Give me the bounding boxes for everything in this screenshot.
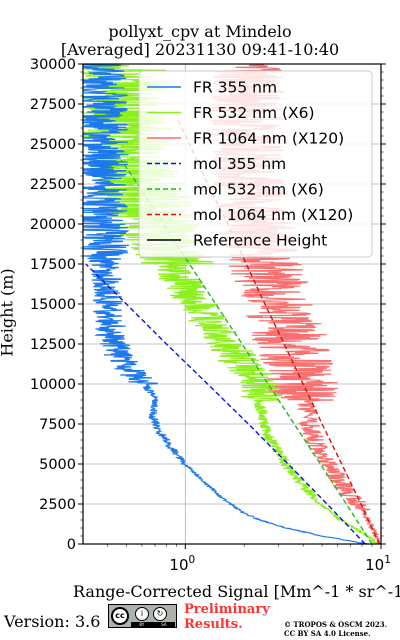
preliminary-line2: Results. xyxy=(184,617,243,632)
series-line xyxy=(177,119,380,544)
x-axis-label: Range-Corrected Signal [Mm^-1 * sr^-1] xyxy=(73,582,400,601)
license-bar: BY SA xyxy=(131,622,175,627)
version-label: Version: 3.6 xyxy=(4,612,101,631)
legend-label: FR 532 nm (X6) xyxy=(193,104,315,122)
cc-license-logo: cc i ↻ BY SA xyxy=(108,604,177,628)
x-tick-label: 101 xyxy=(365,554,391,574)
preliminary-note: Preliminary Results. xyxy=(184,602,270,632)
y-tick-label: 25000 xyxy=(30,137,76,153)
share-alike-icon: ↻ xyxy=(153,607,167,621)
legend-label: mol 355 nm xyxy=(193,155,286,173)
y-tick-label: 7500 xyxy=(39,417,76,433)
x-tick-label: 100 xyxy=(169,554,195,574)
legend-label: FR 1064 nm (X120) xyxy=(193,130,344,148)
y-tick-label: 27500 xyxy=(30,97,76,113)
license-sa: SA xyxy=(161,622,167,627)
legend: FR 355 nm FR 532 nm (X6) FR 1064 nm (X120)… xyxy=(138,70,373,258)
legend-label: mol 532 nm (X6) xyxy=(193,181,324,199)
y-tick-label: 5000 xyxy=(39,457,76,473)
attribution-icon: i xyxy=(135,607,149,621)
series-line xyxy=(83,64,369,544)
series-line xyxy=(85,263,366,544)
chart-title: pollyxt_cpv at Mindelo xyxy=(108,22,292,41)
legend-label: Reference Height xyxy=(193,232,327,250)
y-tick-label: 2500 xyxy=(39,497,76,513)
legend-box xyxy=(138,70,373,258)
y-tick-label: 20000 xyxy=(30,217,76,233)
x-axis: 100 101 xyxy=(107,544,391,574)
legend-label: FR 355 nm xyxy=(193,79,277,97)
y-tick-label: 30000 xyxy=(30,57,76,73)
y-tick-label: 0 xyxy=(67,537,76,553)
y-tick-label: 17500 xyxy=(30,257,76,273)
y-axis-label: Height (m) xyxy=(0,268,17,357)
license-by: BY xyxy=(139,622,145,627)
y-tick-label: 22500 xyxy=(30,177,76,193)
chart-subtitle: [Averaged] 20231130 09:41-10:40 xyxy=(60,40,340,59)
copyright-line1: © TROPOS & OSCM 2023. xyxy=(284,620,388,629)
copyright-note: © TROPOS & OSCM 2023. CC BY SA 4.0 Licen… xyxy=(284,620,387,638)
y-tick-label: 15000 xyxy=(30,297,76,313)
cc-icon: cc xyxy=(111,607,129,625)
preliminary-line1: Preliminary xyxy=(184,602,270,617)
y-tick-label: 12500 xyxy=(30,337,76,353)
y-tick-label: 10000 xyxy=(30,377,76,393)
y-axis: 0 2500 5000 7500 10000 12500 15000 17500 20000 22… xyxy=(30,57,386,553)
legend-label: mol 1064 nm (X120) xyxy=(193,206,353,224)
copyright-line2: CC BY SA 4.0 License. xyxy=(284,629,371,638)
